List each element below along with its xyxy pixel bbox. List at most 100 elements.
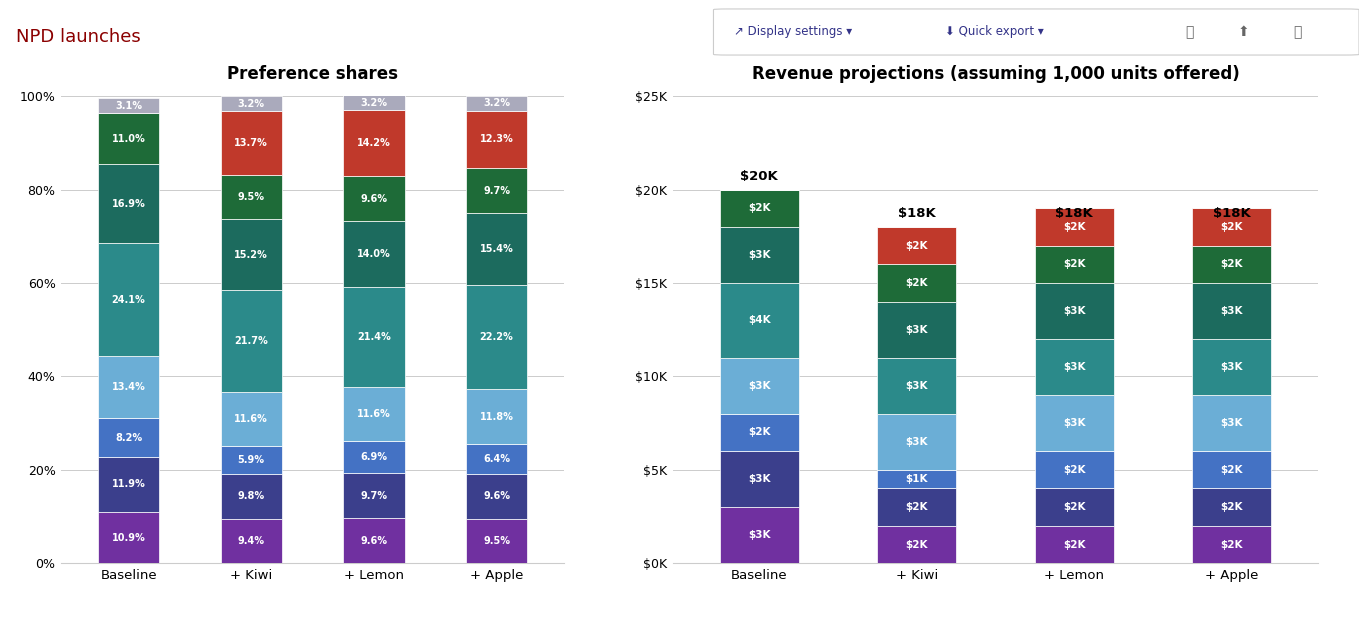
Bar [344, 110, 405, 177]
Text: $3K: $3K [1063, 362, 1086, 372]
Bar [1192, 283, 1271, 339]
Title: Preference shares: Preference shares [227, 65, 398, 83]
Bar [344, 287, 405, 387]
Text: $2K: $2K [1220, 465, 1243, 475]
Text: $3K: $3K [1220, 362, 1243, 372]
Text: $3K: $3K [1063, 418, 1086, 428]
Bar [878, 301, 957, 358]
Text: 11.0%: 11.0% [111, 134, 145, 143]
Text: $3K: $3K [747, 474, 771, 484]
Bar [466, 95, 527, 111]
Text: $3K: $3K [747, 250, 771, 260]
Text: 3.2%: 3.2% [482, 98, 510, 108]
Bar [220, 96, 281, 111]
Bar [220, 175, 281, 220]
Text: 5.9%: 5.9% [238, 455, 265, 465]
Bar [220, 111, 281, 175]
Bar [878, 264, 957, 301]
Text: 3.2%: 3.2% [360, 98, 387, 108]
Bar [344, 518, 405, 563]
Bar [98, 164, 159, 243]
Text: 3.1%: 3.1% [116, 100, 143, 111]
Bar [1192, 395, 1271, 451]
Text: 24.1%: 24.1% [111, 294, 145, 305]
Bar [98, 457, 159, 512]
Text: 11.6%: 11.6% [357, 409, 391, 419]
Bar [98, 113, 159, 164]
Bar [1034, 283, 1113, 339]
Text: 14.2%: 14.2% [357, 138, 391, 148]
Text: $2K: $2K [1063, 540, 1086, 550]
Bar [220, 220, 281, 291]
Bar [1034, 488, 1113, 526]
Text: $4K: $4K [747, 316, 771, 325]
Text: $2K: $2K [905, 278, 928, 288]
Bar [720, 358, 799, 413]
Bar [1034, 526, 1113, 563]
Text: $2K: $2K [1063, 222, 1086, 232]
Text: 14.0%: 14.0% [357, 249, 391, 259]
Bar [466, 111, 527, 168]
Text: ↗ Display settings ▾: ↗ Display settings ▾ [734, 26, 852, 38]
Bar [98, 99, 159, 113]
Bar [220, 519, 281, 563]
Bar [878, 488, 957, 526]
Text: 11.8%: 11.8% [480, 412, 514, 422]
Bar [1192, 339, 1271, 395]
Bar [220, 291, 281, 392]
Text: $3K: $3K [1063, 306, 1086, 316]
Text: 9.8%: 9.8% [238, 492, 265, 501]
Bar [1192, 246, 1271, 283]
Bar [344, 221, 405, 287]
Bar [720, 227, 799, 283]
Bar [720, 283, 799, 358]
Title: Revenue projections (assuming 1,000 units offered): Revenue projections (assuming 1,000 unit… [752, 65, 1239, 83]
Bar [1192, 526, 1271, 563]
Text: 12.3%: 12.3% [480, 134, 514, 145]
Bar [466, 474, 527, 519]
Bar [1192, 488, 1271, 526]
Bar [98, 419, 159, 457]
Bar [1034, 246, 1113, 283]
Text: 13.7%: 13.7% [234, 138, 268, 148]
Text: $3K: $3K [905, 324, 928, 335]
Text: $3K: $3K [1220, 418, 1243, 428]
Text: 9.6%: 9.6% [360, 194, 387, 204]
Text: 13.4%: 13.4% [111, 382, 145, 392]
Bar [98, 243, 159, 356]
Text: $3K: $3K [1220, 306, 1243, 316]
Bar [878, 470, 957, 488]
Text: 9.6%: 9.6% [482, 492, 510, 501]
Text: 9.5%: 9.5% [482, 536, 510, 546]
Text: 9.4%: 9.4% [238, 536, 265, 547]
Bar [720, 507, 799, 563]
Bar [1034, 339, 1113, 395]
Bar [344, 387, 405, 441]
Text: $2K: $2K [1220, 259, 1243, 269]
Bar [720, 189, 799, 227]
Text: $2K: $2K [747, 428, 771, 437]
Text: 9.5%: 9.5% [238, 192, 265, 202]
Text: $2K: $2K [905, 502, 928, 512]
Text: ⬆: ⬆ [1238, 25, 1249, 39]
Bar [466, 285, 527, 389]
Bar [878, 358, 957, 413]
Text: $18K: $18K [1056, 207, 1093, 220]
Text: 9.7%: 9.7% [482, 186, 510, 196]
Bar [878, 526, 957, 563]
Bar [466, 444, 527, 474]
Text: 6.9%: 6.9% [360, 452, 387, 462]
Bar [220, 446, 281, 474]
Text: Ⓢ: Ⓢ [1185, 25, 1193, 39]
Bar [878, 413, 957, 470]
Text: 9.6%: 9.6% [360, 536, 387, 546]
Bar [878, 227, 957, 264]
Text: 21.7%: 21.7% [234, 336, 268, 346]
Bar [98, 512, 159, 563]
Bar [1192, 451, 1271, 488]
Text: 8.2%: 8.2% [116, 433, 143, 442]
Bar [720, 451, 799, 507]
Text: $2K: $2K [905, 540, 928, 550]
Text: $2K: $2K [1220, 502, 1243, 512]
Bar [1034, 208, 1113, 246]
